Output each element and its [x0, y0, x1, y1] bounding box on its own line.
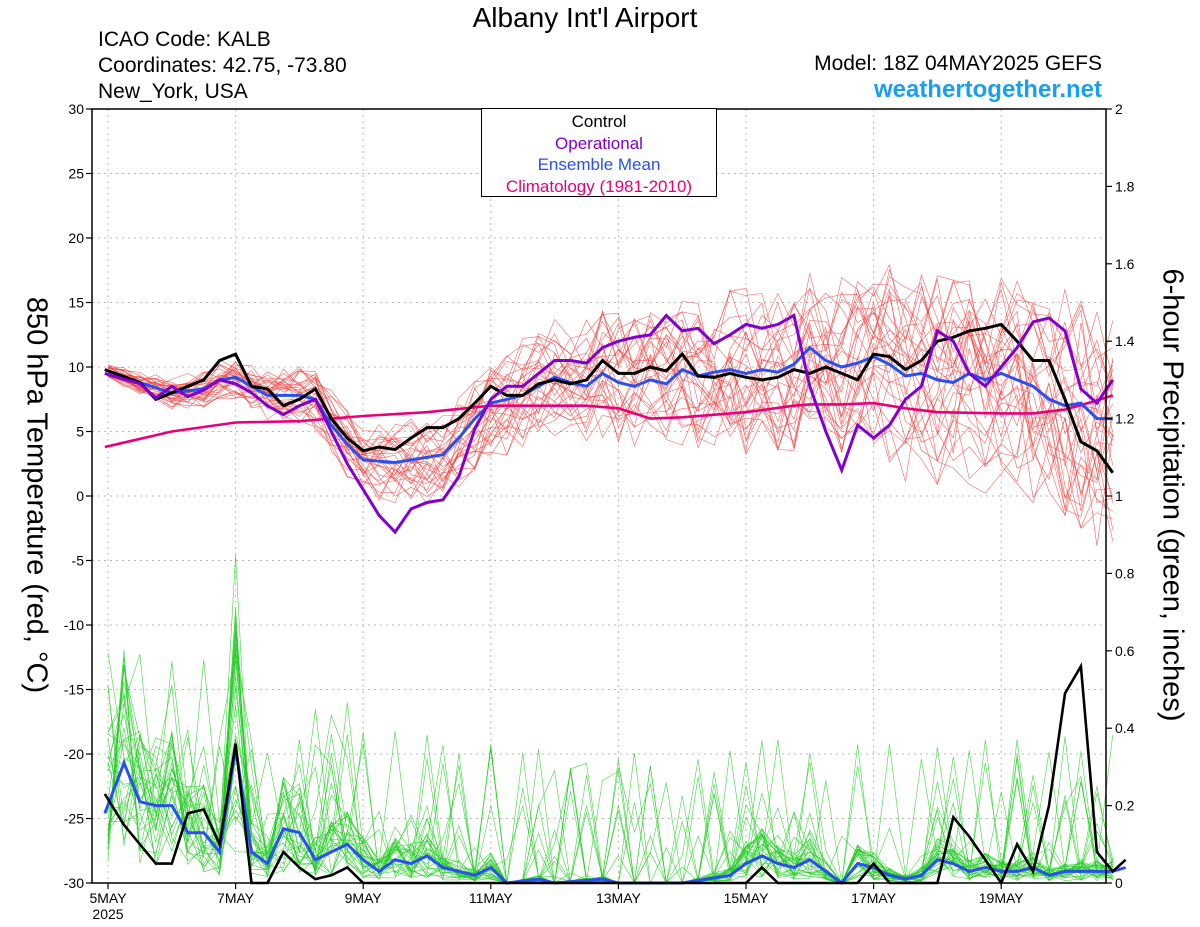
- x-tick-label: 17MAY: [851, 890, 897, 906]
- right-tick-label: 1.8: [1115, 178, 1135, 194]
- left-tick-label: -10: [64, 617, 84, 633]
- temp-member-line: [107, 282, 1113, 529]
- left-tick-label: -25: [64, 811, 84, 827]
- temp-member-line: [107, 287, 1114, 482]
- x-tick-label: 11MAY: [469, 890, 513, 906]
- brand-link[interactable]: weathertogether.net: [873, 76, 1102, 103]
- right-tick-label: 1: [1115, 488, 1123, 504]
- temp-operational-line: [104, 313, 1115, 535]
- right-axis-label: 6-hour Precipitation (green, inches): [1156, 268, 1189, 722]
- legend-ensemble-mean: Ensemble Mean: [537, 155, 661, 174]
- right-tick-label: 0: [1115, 875, 1123, 891]
- left-tick-label: 0: [76, 488, 84, 504]
- icao-code: ICAO Code: KALB: [98, 28, 271, 51]
- x-tick-label: 19MAY: [979, 890, 1025, 906]
- x-tick-label: 15MAY: [724, 890, 770, 906]
- axis-ticks: 302520151050-5-10-15-20-25-3021.81.61.41…: [64, 101, 1135, 922]
- temp-member-line: [107, 276, 1114, 503]
- precip-member-line: [107, 654, 1113, 884]
- temp-member-line: [107, 309, 1114, 458]
- left-tick-label: -5: [72, 553, 85, 569]
- temp-member-line: [107, 301, 1114, 459]
- right-tick-label: 0.4: [1115, 720, 1135, 736]
- precip-member-line: [107, 654, 1113, 884]
- right-tick-label: 1.2: [1115, 411, 1135, 427]
- left-tick-label: 25: [68, 166, 84, 182]
- right-tick-label: 1.6: [1115, 256, 1135, 272]
- precip-member-line: [107, 554, 1114, 884]
- x-tick-label: 9MAY: [345, 890, 383, 906]
- x-tick-year-label: 2025: [92, 906, 123, 922]
- temperature-ensemble-members: [107, 263, 1114, 546]
- temp-member-line: [107, 303, 1114, 487]
- legend-control: Control: [571, 112, 627, 131]
- temp-member-line: [107, 277, 1114, 502]
- climatology-line: [104, 394, 1114, 449]
- x-tick-label: 5MAY: [89, 890, 127, 906]
- left-tick-label: 20: [68, 230, 84, 246]
- left-tick-label: -30: [64, 875, 84, 891]
- temp-member-line: [107, 280, 1114, 530]
- precip-member-line: [107, 607, 1114, 884]
- temp-member-line: [107, 277, 1113, 458]
- temp-member-line: [107, 292, 1114, 494]
- left-axis-label: 850 hPa Temperature (red, °C): [20, 296, 53, 694]
- model-label: Model: 18Z 04MAY2025 GEFS: [814, 52, 1102, 75]
- right-tick-label: 0.8: [1115, 565, 1135, 581]
- temp-member-line: [107, 283, 1114, 517]
- left-tick-label: 30: [68, 101, 84, 117]
- legend-operational: Operational: [555, 133, 643, 153]
- precip-member-line: [107, 713, 1113, 884]
- gridlines: [92, 109, 1106, 883]
- chart-legend: Control Operational Ensemble Mean Climat…: [481, 108, 717, 197]
- left-tick-label: -20: [64, 746, 84, 762]
- x-tick-label: 7MAY: [217, 890, 255, 906]
- right-tick-label: 0.6: [1115, 643, 1135, 659]
- right-tick-label: 1.4: [1115, 333, 1135, 349]
- temp-member-line: [107, 291, 1114, 517]
- left-tick-label: 15: [68, 295, 84, 311]
- temp-member-line: [107, 288, 1114, 456]
- chart-title: Albany Int'l Airport: [472, 2, 698, 33]
- right-tick-label: 2: [1115, 101, 1123, 117]
- precipitation-ensemble-members: [107, 554, 1114, 884]
- coordinates: Coordinates: 42.75, -73.80: [98, 54, 347, 77]
- right-tick-label: 0.2: [1115, 798, 1135, 814]
- temp-member-line: [107, 263, 1113, 499]
- left-tick-label: -15: [64, 682, 84, 698]
- x-tick-label: 13MAY: [596, 890, 642, 906]
- left-tick-label: 5: [76, 424, 84, 440]
- left-tick-label: 10: [68, 359, 84, 375]
- legend-climatology: Climatology (1981-2010): [505, 176, 693, 196]
- temp-member-line: [107, 298, 1114, 546]
- temp-member-line: [107, 279, 1114, 483]
- location: New_York, USA: [98, 80, 248, 103]
- precip-ensemble-mean-line: [103, 747, 1127, 886]
